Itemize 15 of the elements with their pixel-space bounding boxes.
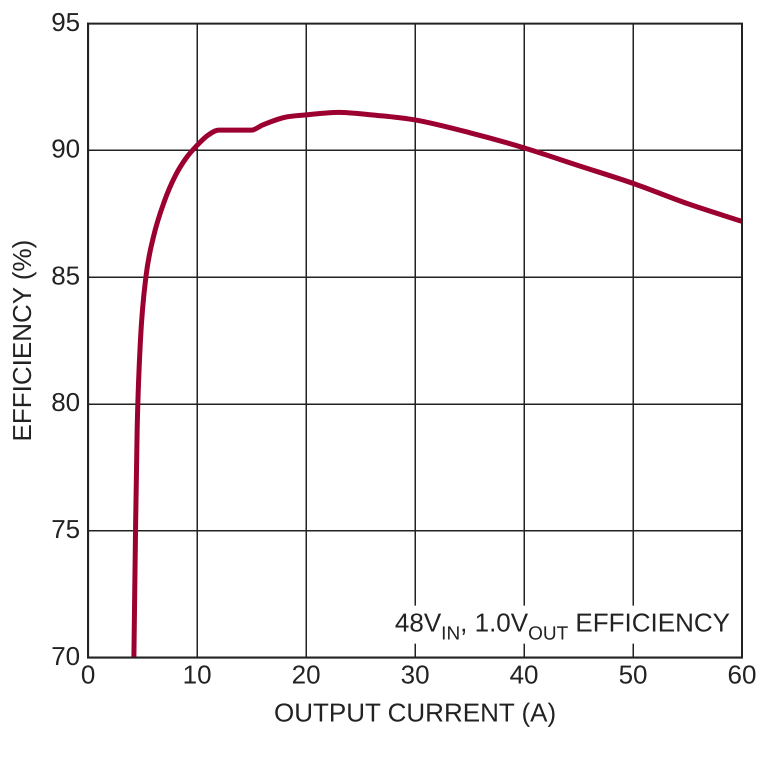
y-tick-label: 90: [51, 134, 80, 164]
x-tick-label: 50: [618, 659, 648, 690]
y-tick-label: 80: [51, 387, 80, 418]
x-tick-label: 20: [292, 659, 321, 690]
y-axis-title: EFFICIENCY (%): [6, 240, 37, 442]
x-tick-label: 60: [728, 659, 756, 690]
x-tick-label: 40: [510, 659, 538, 690]
y-tick-label: 70: [51, 640, 80, 671]
x-tick-label: 0: [80, 659, 96, 690]
y-tick-label: 95: [51, 6, 80, 37]
x-axis-title: OUTPUT CURRENT (A): [274, 698, 556, 728]
y-tick-label: 85: [51, 260, 80, 290]
x-tick-label: 30: [400, 659, 430, 690]
x-tick-label: 10: [182, 659, 212, 690]
y-tick-label: 75: [51, 514, 80, 544]
